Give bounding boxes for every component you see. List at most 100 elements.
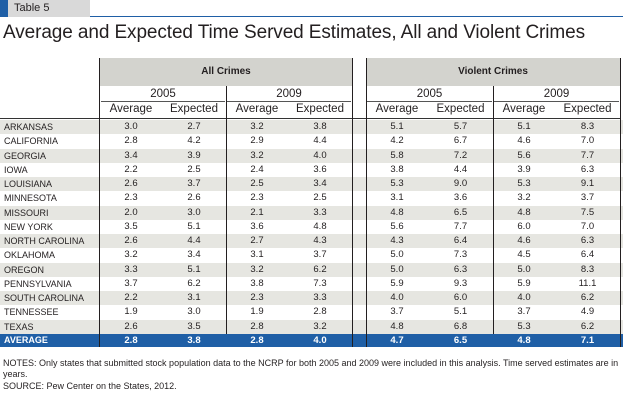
table-cell: 6.5 (453, 206, 468, 218)
table-cell: 7.3 (313, 277, 327, 289)
column-divider (352, 58, 353, 347)
table-cell: 6.3 (453, 263, 468, 275)
table-cell: 2.5 (250, 178, 264, 189)
table-cell: 5.0 (390, 249, 404, 261)
table-cell: 4.9 (580, 306, 595, 318)
table-cell: 9.1 (580, 178, 595, 189)
table-cell: 2.2 (124, 163, 138, 175)
table-cell: 3.9 (187, 149, 201, 161)
table-cell: 3.0 (124, 121, 138, 132)
state-name: Iowa (4, 164, 28, 175)
table-cell: 3.9 (517, 163, 531, 175)
table-cell: 5.0 (517, 263, 531, 275)
table-cell: 5.1 (517, 121, 531, 132)
table-cell: 3.3 (313, 292, 327, 303)
table-cell: 4.8 (313, 220, 327, 232)
table-cell: 7.0 (580, 220, 595, 232)
table-cell: 2.6 (124, 178, 138, 189)
table-cell: 7.0 (580, 135, 595, 147)
table-cell: 3.7 (390, 306, 404, 318)
state-name: Minnesota (4, 193, 57, 204)
table-cell: 4.5 (517, 249, 531, 261)
table-cell: 2.6 (187, 192, 201, 204)
table-cell: 3.7 (313, 249, 327, 261)
table-cell: 5.3 (517, 320, 531, 332)
average-cell: 2.8 (250, 335, 264, 346)
table-cell: 2.8 (124, 135, 138, 147)
table-cell: 3.2 (250, 121, 264, 132)
table-cell: 3.8 (250, 277, 264, 289)
table-label-tab: Table 5 (8, 0, 90, 17)
table-cell: 3.4 (187, 249, 201, 261)
table-cell: 6.2 (580, 320, 595, 332)
table-cell: 3.1 (250, 249, 264, 261)
table-cell: 7.7 (580, 149, 595, 161)
table-cell: 3.1 (187, 292, 201, 303)
year-underline (367, 101, 492, 102)
table-cell: 4.6 (517, 135, 531, 147)
state-name: Oklahoma (4, 250, 56, 261)
average-label: AVERAGE (4, 335, 48, 345)
table-cell: 2.4 (250, 163, 264, 175)
header-bottom-rule (0, 118, 621, 119)
table-cell: 1.9 (250, 306, 264, 318)
table-cell: 4.8 (517, 206, 531, 218)
year-underline (494, 101, 619, 102)
col-header-average: Average (375, 103, 419, 115)
col-header-expected: Expected (296, 103, 344, 115)
table-cell: 3.8 (390, 163, 404, 175)
col-header-average: Average (109, 103, 153, 115)
table-row: Louisiana 2.6 3.7 2.5 3.4 5.3 9.0 5.3 9.1 (0, 177, 623, 191)
table-cell: 6.4 (453, 235, 468, 246)
tab-underline (90, 16, 623, 17)
average-cell: 3.8 (187, 335, 201, 346)
table-cell: 6.2 (187, 277, 201, 289)
table-cell: 5.9 (390, 277, 404, 289)
table-row: South Carolina 2.2 3.1 2.3 3.3 4.0 6.0 4.0 6.2 (0, 291, 623, 305)
state-name: New York (4, 221, 53, 232)
table-row: Oklahoma 3.2 3.4 3.1 3.7 5.0 7.3 4.5 6.4 (0, 248, 623, 262)
table-row: Missouri 2.0 3.0 2.1 3.3 4.8 6.5 4.8 7.5 (0, 205, 623, 220)
table-cell: 6.2 (313, 263, 327, 275)
average-cell: 6.5 (453, 335, 468, 346)
table-cell: 2.6 (124, 320, 138, 332)
table-cell: 4.0 (390, 292, 404, 303)
table-cell: 3.2 (313, 320, 327, 332)
table-cell: 2.8 (250, 320, 264, 332)
average-cell: 4.8 (517, 335, 531, 346)
table-cell: 4.2 (390, 135, 404, 147)
col-header-expected: Expected (170, 103, 218, 115)
table-cell: 9.3 (453, 277, 468, 289)
table-cell: 8.3 (580, 121, 595, 132)
table-cell: 5.1 (187, 263, 201, 275)
table-cell: 6.0 (453, 292, 468, 303)
average-cell: 7.1 (580, 335, 595, 346)
state-name: Tennessee (4, 307, 59, 318)
col-header-average: Average (235, 103, 279, 115)
year-underline (227, 101, 351, 102)
table-cell: 4.2 (187, 135, 201, 147)
table-cell: 3.7 (124, 277, 138, 289)
table-cell: 2.0 (124, 206, 138, 218)
table-cell: 7.7 (453, 220, 468, 232)
table-cell: 4.8 (390, 206, 404, 218)
table-cell: 2.6 (124, 235, 138, 246)
violent-crimes-header-shade (366, 58, 620, 86)
table-title: Average and Expected Time Served Estimat… (3, 22, 586, 43)
table-row: Arkansas 3.0 2.7 3.2 3.8 5.1 5.7 5.1 8.3 (0, 120, 623, 134)
table-cell: 6.2 (580, 292, 595, 303)
table-cell: 3.2 (250, 263, 264, 275)
column-divider (620, 58, 621, 347)
table-cell: 6.4 (580, 249, 595, 261)
average-cell: 2.8 (124, 335, 138, 346)
table-cell: 5.3 (390, 178, 404, 189)
table-cell: 2.5 (313, 192, 327, 204)
average-cell: 4.0 (313, 335, 327, 346)
table-cell: 3.3 (124, 263, 138, 275)
col-header-expected: Expected (436, 103, 485, 115)
table-row: Texas 2.6 3.5 2.8 3.2 4.8 6.8 5.3 6.2 (0, 319, 623, 334)
table-cell: 1.9 (124, 306, 138, 318)
table-cell: 4.3 (390, 235, 404, 246)
state-name: Texas (4, 321, 34, 332)
tab-accent-bar (0, 0, 8, 17)
